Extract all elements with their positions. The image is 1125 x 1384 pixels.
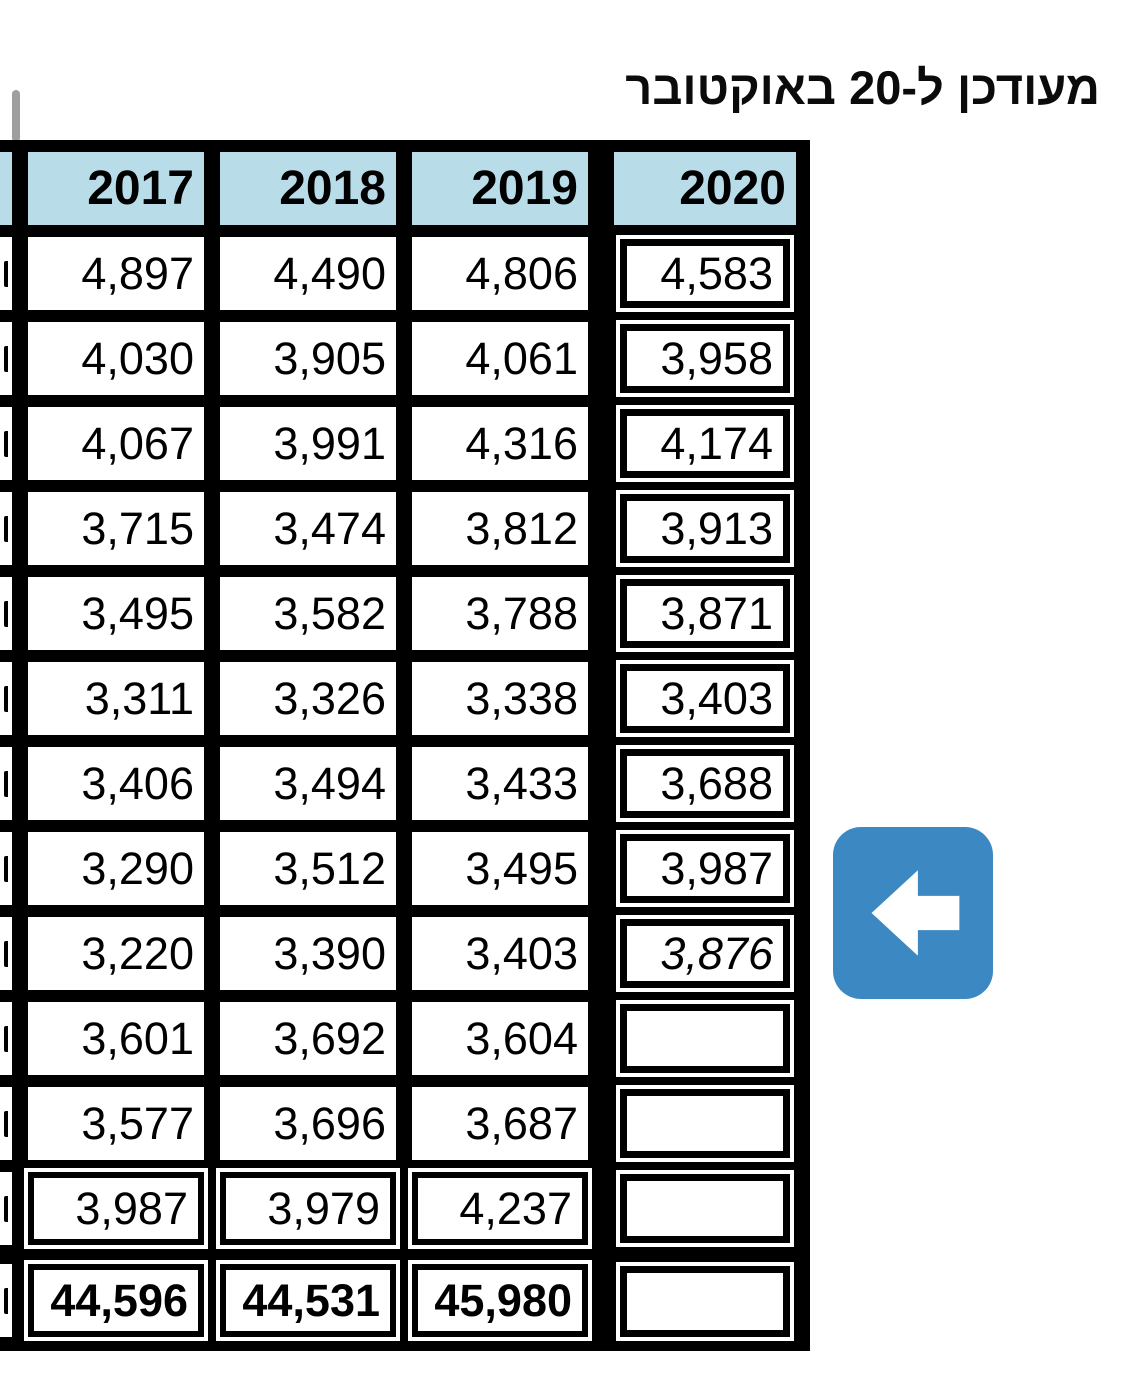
cell-2020-row8[interactable]: 3,987 (616, 830, 794, 907)
cell-2018-row4[interactable]: 3,474 (220, 492, 396, 565)
cell-2019-row5[interactable]: 3,788 (412, 577, 588, 650)
cell-2018-row1[interactable]: 4,490 (220, 237, 396, 310)
update-note-title: מעודכן ל-20 באוקטובר (625, 61, 1100, 114)
clipped-digit-fragment (4, 260, 8, 287)
clipped-digit-fragment (4, 515, 8, 542)
clipped-cell (0, 407, 12, 480)
cell-2020-row1[interactable]: 4,583 (616, 235, 794, 312)
clipped-cell (0, 1087, 12, 1160)
cell-2017-row6[interactable]: 3,311 (28, 662, 204, 735)
cell-2019-row12[interactable]: 4,237 (408, 1168, 592, 1249)
cell-2018-row10[interactable]: 3,692 (220, 1002, 396, 1075)
cell-2020-row12[interactable] (616, 1170, 794, 1247)
cell-2020-row3[interactable]: 4,174 (616, 405, 794, 482)
year-header-2017[interactable]: 2017 (28, 152, 204, 225)
total-2017[interactable]: 44,596 (24, 1260, 208, 1341)
cell-2019-row1[interactable]: 4,806 (412, 237, 588, 310)
total-2018[interactable]: 44,531 (216, 1260, 400, 1341)
cell-2020-row7[interactable]: 3,688 (616, 745, 794, 822)
clipped-digit-fragment (4, 685, 8, 712)
clipped-cell (0, 1002, 12, 1075)
cell-2018-row12[interactable]: 3,979 (216, 1168, 400, 1249)
cell-2018-row9[interactable]: 3,390 (220, 917, 396, 990)
clipped-digit-fragment (4, 1195, 8, 1222)
clipped-header-cell (0, 152, 12, 225)
clipped-digit-fragment (4, 1110, 8, 1137)
year-header-2018[interactable]: 2018 (220, 152, 396, 225)
clipped-cell (0, 492, 12, 565)
clipped-cell (0, 662, 12, 735)
yearly-data-table: 2017 2018 2019 2020 4,897 4,490 4,806 4,583 4,03… (0, 140, 810, 1351)
cell-2017-row1[interactable]: 4,897 (28, 237, 204, 310)
cell-2017-row8[interactable]: 3,290 (28, 832, 204, 905)
cell-2017-row4[interactable]: 3,715 (28, 492, 204, 565)
year-header-2020[interactable]: 2020 (614, 152, 796, 225)
cell-2019-row8[interactable]: 3,495 (412, 832, 588, 905)
cell-2019-row11[interactable]: 3,687 (412, 1087, 588, 1160)
scrollbar-artifact (12, 90, 20, 142)
cell-2017-row3[interactable]: 4,067 (28, 407, 204, 480)
clipped-total-cell (0, 1264, 12, 1337)
clipped-cell (0, 832, 12, 905)
cell-2017-row11[interactable]: 3,577 (28, 1087, 204, 1160)
clipped-cell (0, 237, 12, 310)
cell-2020-row4[interactable]: 3,913 (616, 490, 794, 567)
cell-2019-row7[interactable]: 3,433 (412, 747, 588, 820)
clipped-digit-fragment (4, 940, 8, 967)
cell-2020-row9[interactable]: 3,876 (616, 915, 794, 992)
left-arrow-icon (871, 870, 960, 956)
cell-2019-row6[interactable]: 3,338 (412, 662, 588, 735)
cell-2017-row7[interactable]: 3,406 (28, 747, 204, 820)
cell-2018-row7[interactable]: 3,494 (220, 747, 396, 820)
cell-2019-row9[interactable]: 3,403 (412, 917, 588, 990)
cell-2018-row5[interactable]: 3,582 (220, 577, 396, 650)
cell-2020-row5[interactable]: 3,871 (616, 575, 794, 652)
cell-2019-row4[interactable]: 3,812 (412, 492, 588, 565)
clipped-cell (0, 747, 12, 820)
clipped-cell (0, 322, 12, 395)
total-2019[interactable]: 45,980 (408, 1260, 592, 1341)
clipped-cell (0, 917, 12, 990)
clipped-cell (0, 577, 12, 650)
year-header-2019[interactable]: 2019 (412, 152, 588, 225)
total-2020[interactable] (616, 1262, 794, 1341)
clipped-digit-fragment (4, 1287, 8, 1314)
cell-2017-row2[interactable]: 4,030 (28, 322, 204, 395)
cell-2020-row6[interactable]: 3,403 (616, 660, 794, 737)
cell-2018-row6[interactable]: 3,326 (220, 662, 396, 735)
cell-2018-row2[interactable]: 3,905 (220, 322, 396, 395)
clipped-cell (0, 1172, 12, 1245)
cell-2019-row3[interactable]: 4,316 (412, 407, 588, 480)
back-arrow-button[interactable] (833, 827, 993, 999)
cell-2019-row2[interactable]: 4,061 (412, 322, 588, 395)
clipped-digit-fragment (4, 345, 8, 372)
cell-2017-row5[interactable]: 3,495 (28, 577, 204, 650)
clipped-digit-fragment (4, 600, 8, 627)
clipped-digit-fragment (4, 855, 8, 882)
clipped-digit-fragment (4, 430, 8, 457)
cell-2020-row2[interactable]: 3,958 (616, 320, 794, 397)
cell-2017-row12[interactable]: 3,987 (24, 1168, 208, 1249)
cell-2020-row10[interactable] (616, 1000, 794, 1077)
cell-2017-row9[interactable]: 3,220 (28, 917, 204, 990)
cell-2017-row10[interactable]: 3,601 (28, 1002, 204, 1075)
cell-2018-row3[interactable]: 3,991 (220, 407, 396, 480)
clipped-digit-fragment (4, 770, 8, 797)
cell-2018-row8[interactable]: 3,512 (220, 832, 396, 905)
cell-2020-row11[interactable] (616, 1085, 794, 1162)
cell-2019-row10[interactable]: 3,604 (412, 1002, 588, 1075)
clipped-digit-fragment (4, 1025, 8, 1052)
cell-2018-row11[interactable]: 3,696 (220, 1087, 396, 1160)
